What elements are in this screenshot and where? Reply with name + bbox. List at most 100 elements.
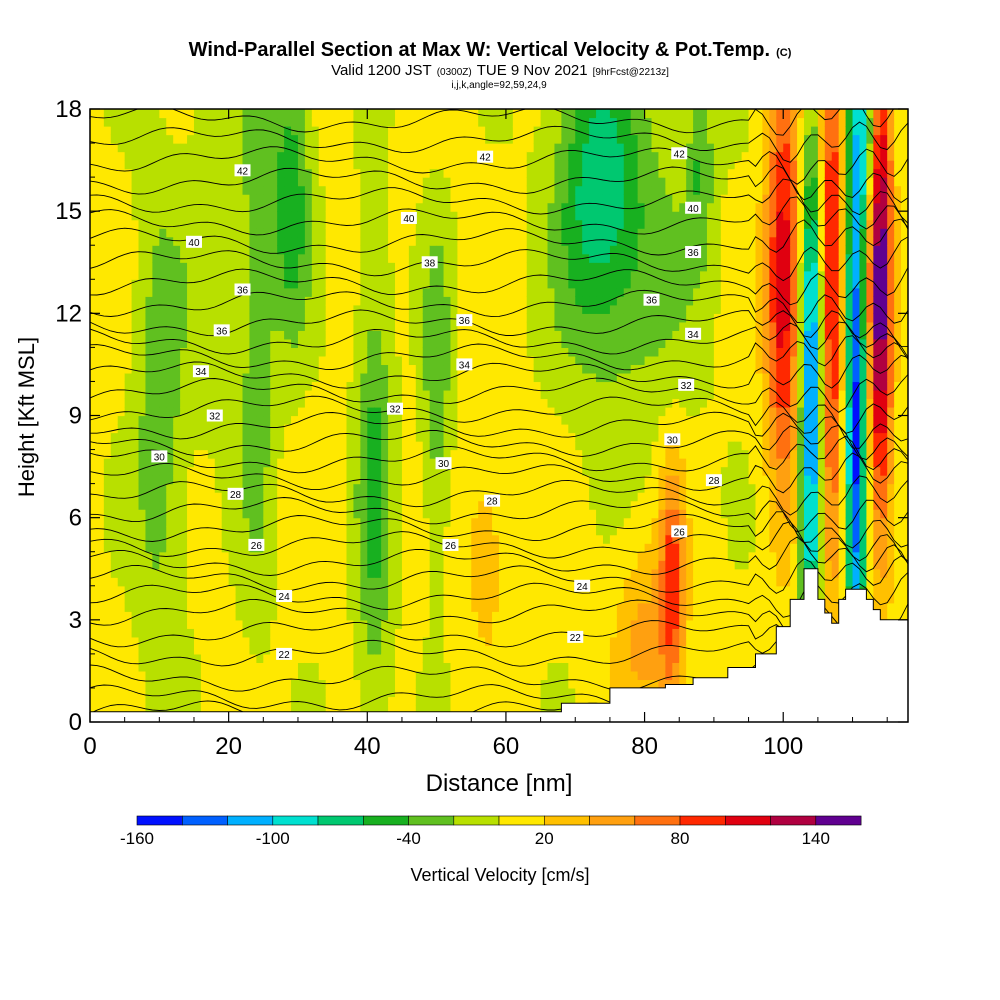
- velocity-cell: [533, 628, 542, 638]
- velocity-cell: [297, 338, 306, 348]
- velocity-cell: [367, 415, 375, 425]
- velocity-cell: [311, 517, 320, 527]
- velocity-cell: [547, 372, 556, 383]
- velocity-cell: [478, 568, 486, 578]
- velocity-cell: [173, 372, 181, 383]
- velocity-cell: [173, 381, 181, 391]
- velocity-cell: [492, 117, 500, 127]
- velocity-cell: [339, 296, 348, 306]
- velocity-cell: [360, 143, 368, 153]
- velocity-cell: [561, 406, 569, 417]
- velocity-cell: [505, 551, 514, 561]
- velocity-cell: [450, 475, 458, 485]
- velocity-cell: [297, 228, 306, 238]
- velocity-cell: [540, 126, 549, 136]
- velocity-cell: [540, 151, 549, 161]
- velocity-cell: [187, 534, 195, 544]
- velocity-cell: [124, 134, 133, 144]
- velocity-cell: [318, 321, 327, 331]
- velocity-cell: [193, 670, 202, 681]
- velocity-cell: [464, 253, 472, 263]
- velocity-cell: [249, 560, 257, 570]
- velocity-cell: [173, 432, 181, 442]
- velocity-cell: [214, 143, 223, 153]
- velocity-cell: [311, 347, 320, 357]
- velocity-cell: [422, 313, 431, 323]
- velocity-cell: [110, 475, 119, 485]
- velocity-cell: [568, 509, 576, 519]
- velocity-cell: [304, 509, 313, 519]
- velocity-cell: [492, 151, 500, 161]
- velocity-cell: [554, 389, 562, 400]
- velocity-cell: [152, 296, 160, 306]
- velocity-cell: [311, 594, 320, 604]
- velocity-cell: [422, 185, 431, 195]
- velocity-cell: [270, 551, 278, 561]
- velocity-cell: [408, 492, 417, 502]
- velocity-cell: [540, 466, 549, 476]
- velocity-cell: [270, 594, 278, 604]
- velocity-cell: [145, 636, 153, 646]
- velocity-cell: [242, 662, 251, 672]
- velocity-cell: [297, 670, 306, 681]
- velocity-cell: [443, 492, 452, 502]
- velocity-cell: [284, 236, 292, 246]
- velocity-cell: [256, 313, 264, 323]
- velocity-cell: [270, 381, 278, 391]
- velocity-cell: [159, 389, 167, 400]
- velocity-cell: [346, 177, 355, 187]
- velocity-cell: [388, 441, 396, 451]
- velocity-cell: [353, 389, 361, 400]
- velocity-cell: [408, 262, 417, 272]
- velocity-cell: [304, 177, 313, 187]
- velocity-cell: [325, 543, 334, 553]
- velocity-cell: [381, 338, 389, 348]
- velocity-cell: [367, 304, 375, 314]
- velocity-cell: [221, 424, 230, 434]
- velocity-cell: [471, 185, 479, 195]
- velocity-cell: [519, 134, 528, 144]
- velocity-cell: [457, 168, 465, 178]
- velocity-cell: [221, 117, 230, 127]
- velocity-cell: [145, 287, 153, 297]
- velocity-cell: [499, 492, 507, 502]
- velocity-cell: [187, 270, 195, 280]
- velocity-cell: [519, 662, 528, 672]
- velocity-cell: [124, 347, 133, 357]
- velocity-cell: [332, 534, 341, 544]
- velocity-cell: [297, 143, 306, 153]
- velocity-cell: [173, 211, 181, 221]
- velocity-cell: [249, 168, 257, 178]
- velocity-cell: [554, 449, 562, 459]
- velocity-cell: [117, 109, 126, 119]
- velocity-cell: [311, 543, 320, 553]
- velocity-cell: [505, 568, 514, 578]
- velocity-cell: [540, 202, 549, 212]
- velocity-cell: [415, 364, 424, 374]
- velocity-cell: [346, 279, 355, 289]
- velocity-cell: [193, 151, 202, 161]
- velocity-cell: [547, 143, 556, 153]
- velocity-cell: [492, 509, 500, 519]
- velocity-cell: [318, 279, 327, 289]
- velocity-cell: [436, 611, 445, 621]
- velocity-cell: [395, 500, 403, 510]
- velocity-cell: [485, 236, 493, 246]
- velocity-cell: [505, 219, 514, 229]
- velocity-cell: [117, 466, 126, 476]
- velocity-cell: [339, 168, 348, 178]
- velocity-cell: [526, 492, 535, 502]
- velocity-cell: [415, 330, 424, 340]
- velocity-cell: [471, 355, 479, 366]
- velocity-cell: [152, 236, 160, 246]
- velocity-cell: [353, 185, 361, 195]
- velocity-cell: [554, 568, 562, 578]
- velocity-cell: [492, 134, 500, 144]
- velocity-cell: [408, 143, 417, 153]
- velocity-cell: [346, 330, 355, 340]
- velocity-cell: [193, 109, 202, 119]
- velocity-cell: [166, 594, 174, 604]
- velocity-cell: [485, 696, 493, 706]
- velocity-cell: [284, 449, 292, 459]
- velocity-cell: [505, 517, 514, 527]
